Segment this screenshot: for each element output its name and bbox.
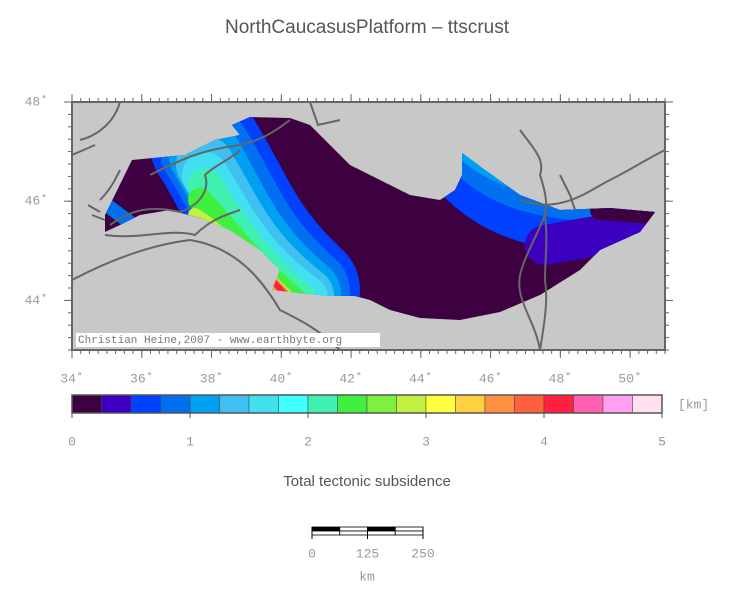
colorbar-bin [573, 394, 604, 414]
x-tick-label: 48˚ [549, 371, 572, 386]
colorbar-bin [543, 394, 574, 414]
colorbar-tick-label: 5 [658, 434, 666, 449]
x-tick-label: 38˚ [200, 371, 223, 386]
colorbar-bin [219, 394, 250, 414]
y-tick-label: 46˚ [25, 194, 48, 209]
coastlines [72, 102, 665, 350]
scale-segment [394, 526, 424, 532]
colorbar-tick-label: 4 [540, 434, 548, 449]
scale-segment [339, 526, 368, 532]
x-tick-label: 42˚ [339, 371, 362, 386]
scale-segment [394, 530, 424, 536]
colorbar-bin [189, 394, 220, 414]
scale-segment [311, 530, 341, 536]
x-tick-label: 46˚ [479, 371, 502, 386]
colorbar-bin [602, 394, 633, 414]
colorbar-bin [632, 394, 663, 414]
colorbar-bin [366, 394, 397, 414]
x-tick-label: 44˚ [409, 371, 432, 386]
credit: Christian Heine,2007 - www.earthbyte.org [78, 335, 342, 347]
scale-segment [339, 530, 368, 536]
colorbar-tick-label: 1 [186, 434, 194, 449]
y-tick-label: 44˚ [25, 293, 48, 308]
scale-tick-label: 0 [308, 546, 316, 561]
colorbar-bin [455, 394, 486, 414]
colorbar-bin [425, 394, 456, 414]
colorbar-bin [101, 394, 132, 414]
x-tick-label: 36˚ [130, 371, 153, 386]
colorbar-bin [160, 394, 191, 414]
x-tick-label: 34˚ [60, 371, 83, 386]
scale-segment [311, 526, 341, 532]
colorbar-tick-label: 2 [304, 434, 312, 449]
colorbar-bin [396, 394, 427, 414]
scale-segment [367, 526, 396, 532]
colorbar-unit: [km] [678, 397, 709, 412]
x-tick-label: 50˚ [618, 371, 641, 386]
colorbar-frame [71, 394, 663, 414]
colorbar-bin [248, 394, 279, 414]
scale-segment [367, 530, 396, 536]
colorbar-bin [514, 394, 545, 414]
map: Christian Heine,2007 - www.earthbyte.org [71, 101, 666, 351]
scale-unit: km [359, 569, 375, 584]
colorbar-bin [278, 394, 309, 414]
colorbar-bin [484, 394, 515, 414]
credit-box [76, 333, 380, 347]
title: NorthCaucasusPlatform – ttscrust [225, 17, 510, 38]
colorbar-bin [71, 394, 102, 414]
scale-tick-label: 125 [356, 546, 379, 561]
colorbar-label: Total tectonic subsidence [283, 473, 451, 490]
y-tick-label: 48˚ [25, 94, 48, 109]
colorbar-bin [130, 394, 161, 414]
colorbar-tick-label: 3 [422, 434, 430, 449]
colorbar-tick-label: 0 [68, 434, 76, 449]
colorbar-bin [307, 394, 338, 414]
x-tick-label: 40˚ [270, 371, 293, 386]
scale-tick-label: 250 [411, 546, 434, 561]
colorbar-bin [337, 394, 368, 414]
